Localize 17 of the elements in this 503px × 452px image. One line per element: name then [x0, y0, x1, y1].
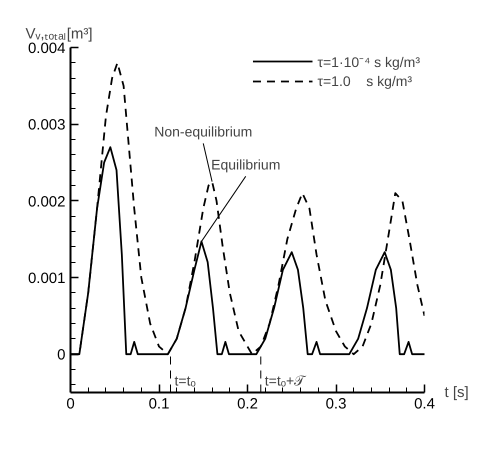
y-tick-label: 0.003 [28, 116, 66, 134]
legend-label: τ=1.0 s kg/m³ [317, 73, 412, 89]
ref-line-label: t=tₒ+𝒯 [264, 372, 308, 388]
x-tick-label: 0.4 [414, 396, 435, 412]
annotation: Non-equilibrium [154, 124, 252, 140]
legend-label: τ=1·10⁻⁴ s kg/m³ [317, 52, 420, 70]
y-axis-title: Vᵥ,ₜₒₜₐₗ[m³] [26, 26, 93, 42]
annotation: Equilibrium [211, 156, 280, 172]
x-tick-label: 0.3 [326, 396, 346, 412]
y-tick-label: 0.002 [28, 193, 66, 210]
x-tick-label: 0.1 [148, 396, 170, 412]
x-axis-title: t [s] [444, 384, 469, 401]
x-tick-label: 0.2 [237, 396, 258, 412]
ref-line-label: t=tₒ [174, 372, 196, 388]
y-tick-label: 0 [57, 346, 66, 364]
y-tick-label: 0.001 [28, 270, 66, 287]
y-tick-label: 0.004 [28, 40, 66, 57]
